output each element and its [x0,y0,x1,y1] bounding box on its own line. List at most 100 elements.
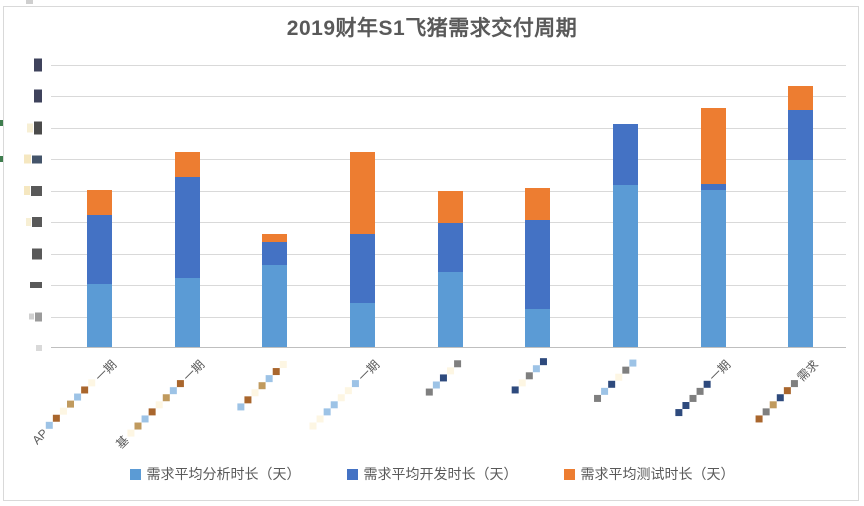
bar-group-4[interactable] [349,152,375,347]
bar-segment-develop[interactable] [437,222,463,272]
bar-segment-test[interactable] [349,152,375,234]
bar-segment-test[interactable] [174,152,200,178]
redaction-mosaic-square [539,358,547,366]
legend: 需求平均分析时长（天） 需求平均开发时长（天） 需求平均测试时长（天） [0,464,864,484]
x-axis-line [51,347,846,348]
legend-entry-analysis[interactable]: 需求平均分析时长（天） [129,464,301,484]
bar-segment-analysis[interactable] [700,189,726,347]
redaction-mosaic-square [614,373,622,381]
redaction-mosaic-square [67,400,75,408]
bar-segment-test[interactable] [262,233,288,242]
bar-group-2[interactable] [174,152,200,347]
bar-segment-test[interactable] [788,86,814,110]
x-category-label-7[interactable] [590,356,639,405]
redaction-mosaic-square [518,379,526,387]
bar-group-5[interactable] [437,191,463,347]
chart-title[interactable]: 2019财年S1飞猪需求交付周期 [286,17,578,40]
bar-segment-analysis[interactable] [174,277,200,347]
redaction-mosaic-square [265,375,273,383]
redaction-mosaic-square [776,393,784,401]
redaction-mosaic-square [607,380,615,388]
x-category-label-4[interactable]: 一期 [303,356,384,437]
y-tick-label-redacted [27,121,42,135]
y-tick-label-redacted [24,154,42,164]
redaction-blob [24,154,31,164]
redaction-mosaic-square [440,374,448,382]
redaction-mosaic-square [176,380,184,388]
legend-entry-develop[interactable]: 需求平均开发时长（天） [346,464,518,484]
x-category-label-6[interactable] [509,356,550,397]
bar-segment-develop[interactable] [262,241,288,266]
bar-segment-test[interactable] [437,191,463,223]
bar-group-8[interactable] [700,108,726,347]
bar-segment-develop[interactable] [525,219,551,310]
redaction-mosaic-square [330,400,338,408]
redaction-mosaic-square [600,387,608,395]
redaction-mosaic-square [532,365,540,373]
bar-segment-test[interactable] [525,188,551,220]
redaction-mosaic-square [703,380,711,388]
redaction-mosaic-square [762,408,770,416]
bar-group-6[interactable] [525,188,551,347]
bar-segment-analysis[interactable] [613,185,639,347]
redaction-mosaic-square [682,402,690,410]
bar-segment-test[interactable] [700,108,726,184]
gridline [51,65,846,66]
bar-segment-analysis[interactable] [86,284,112,347]
bar-segment-develop[interactable] [788,109,814,160]
bar-segment-analysis[interactable] [788,159,814,347]
bar-segment-develop[interactable] [349,233,375,303]
x-category-label-2[interactable]: 基一期 [112,356,208,452]
redaction-mosaic-square [162,394,170,402]
x-category-label-5[interactable] [422,356,465,399]
x-label-visible-start: AP [29,425,51,447]
redaction-mosaic-square [46,421,54,429]
legend-marker-test [563,468,575,480]
bar-segment-analysis[interactable] [349,303,375,347]
bar-group-9[interactable] [788,86,814,347]
redaction-mosaic-square [689,394,697,402]
bar-segment-analysis[interactable] [437,271,463,347]
bar-segment-develop[interactable] [174,177,200,278]
redaction-mosaic-square [53,414,61,422]
y-tick-label-redacted [29,312,42,322]
bar-segment-analysis[interactable] [262,265,288,347]
redaction-mosaic-square [337,393,345,401]
bar-segment-analysis[interactable] [525,309,551,347]
y-tick-label-redacted [34,58,42,72]
redaction-blob [31,185,42,196]
redaction-mosaic-square [621,366,629,374]
redaction-mosaic-square [155,401,163,409]
gridline [51,159,846,161]
x-category-label-8[interactable]: 一期 [668,356,734,422]
y-tick-label-redacted [32,248,42,260]
legend-marker-develop [346,468,358,480]
x-category-label-1[interactable]: AP 一期 [28,356,120,448]
x-category-label-3[interactable] [232,356,290,414]
legend-entry-test[interactable]: 需求平均测试时长（天） [563,464,735,484]
redaction-mosaic-square [769,400,777,408]
y-axis[interactable] [16,0,42,360]
bar-segment-develop[interactable] [613,123,639,186]
redaction-mosaic-square [447,367,455,375]
bar-segment-develop[interactable] [86,214,112,285]
redaction-mosaic-square [675,409,683,417]
bar-group-3[interactable] [262,233,288,347]
redaction-mosaic-square [454,360,462,368]
x-category-label-9[interactable]: 需求 [748,356,822,430]
legend-label: 需求平均分析时长（天） [146,466,301,482]
redaction-mosaic-square [783,386,791,394]
bar-segment-develop[interactable] [700,183,726,190]
bar-segment-test[interactable] [86,189,112,215]
redaction-mosaic-square [251,389,259,397]
redaction-blob [36,345,42,351]
redaction-mosaic-square [432,381,440,389]
redaction-blob [32,217,42,228]
bar-group-1[interactable] [86,189,112,347]
redaction-mosaic-square [425,388,433,396]
bar-group-7[interactable] [613,123,639,347]
y-tick-label-redacted [26,217,42,228]
redaction-mosaic-square [127,429,135,437]
redaction-mosaic-square [74,393,82,401]
